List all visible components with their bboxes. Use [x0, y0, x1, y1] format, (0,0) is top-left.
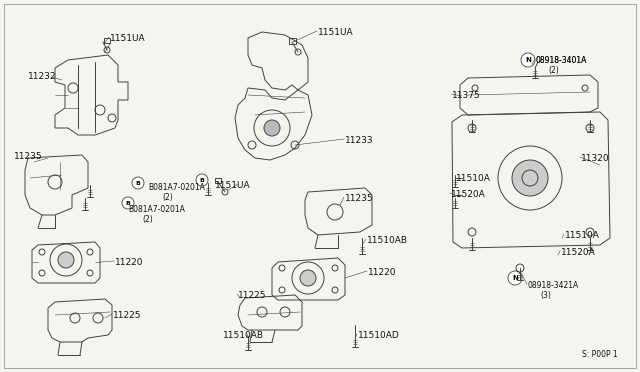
Text: 08918-3421A: 08918-3421A: [528, 281, 579, 290]
Text: 11220: 11220: [368, 268, 397, 277]
Text: 11235: 11235: [345, 194, 374, 203]
Text: (2): (2): [548, 66, 559, 75]
Text: 11510AB: 11510AB: [367, 236, 408, 245]
Circle shape: [264, 120, 280, 136]
Text: B: B: [136, 180, 140, 186]
Text: N: N: [512, 275, 518, 281]
Text: 11225: 11225: [238, 291, 266, 300]
Text: B: B: [125, 201, 131, 205]
Text: 11375: 11375: [452, 91, 481, 100]
Text: N: N: [525, 57, 531, 63]
Circle shape: [300, 270, 316, 286]
Text: 11510AD: 11510AD: [358, 331, 400, 340]
Bar: [215, 178, 221, 183]
Text: 08918-3401A: 08918-3401A: [536, 56, 588, 65]
Text: 11510A: 11510A: [565, 231, 600, 240]
Text: B081A7-0201A: B081A7-0201A: [148, 183, 205, 192]
Text: 1151UA: 1151UA: [318, 28, 354, 37]
Circle shape: [521, 53, 535, 67]
Circle shape: [512, 160, 548, 196]
Bar: [289, 38, 296, 44]
Text: B: B: [200, 177, 204, 183]
Text: 08918-3401A: 08918-3401A: [536, 56, 588, 65]
Text: 11320: 11320: [581, 154, 610, 163]
Text: 11232: 11232: [28, 72, 56, 81]
Text: S: P00P 1: S: P00P 1: [582, 350, 618, 359]
Text: 11220: 11220: [115, 258, 143, 267]
Circle shape: [508, 271, 522, 285]
Circle shape: [132, 177, 144, 189]
Circle shape: [196, 174, 208, 186]
Text: (3): (3): [540, 291, 551, 300]
Text: 11510AB: 11510AB: [223, 331, 264, 340]
Text: 1151UA: 1151UA: [215, 181, 251, 190]
Text: 11225: 11225: [113, 311, 141, 320]
Text: 11520A: 11520A: [561, 248, 596, 257]
Circle shape: [58, 252, 74, 268]
Text: 11233: 11233: [345, 136, 374, 145]
Bar: [104, 38, 110, 43]
Text: 11235: 11235: [14, 152, 43, 161]
Text: (2): (2): [142, 215, 153, 224]
Text: B081A7-0201A: B081A7-0201A: [128, 205, 185, 214]
Text: (2): (2): [162, 193, 173, 202]
Text: 11520A: 11520A: [451, 190, 486, 199]
Text: 11510A: 11510A: [456, 174, 491, 183]
Circle shape: [122, 197, 134, 209]
Text: 1151UA: 1151UA: [110, 34, 146, 43]
